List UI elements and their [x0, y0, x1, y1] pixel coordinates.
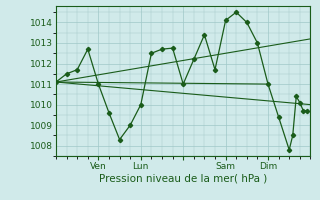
X-axis label: Pression niveau de la mer( hPa ): Pression niveau de la mer( hPa )	[99, 173, 267, 183]
